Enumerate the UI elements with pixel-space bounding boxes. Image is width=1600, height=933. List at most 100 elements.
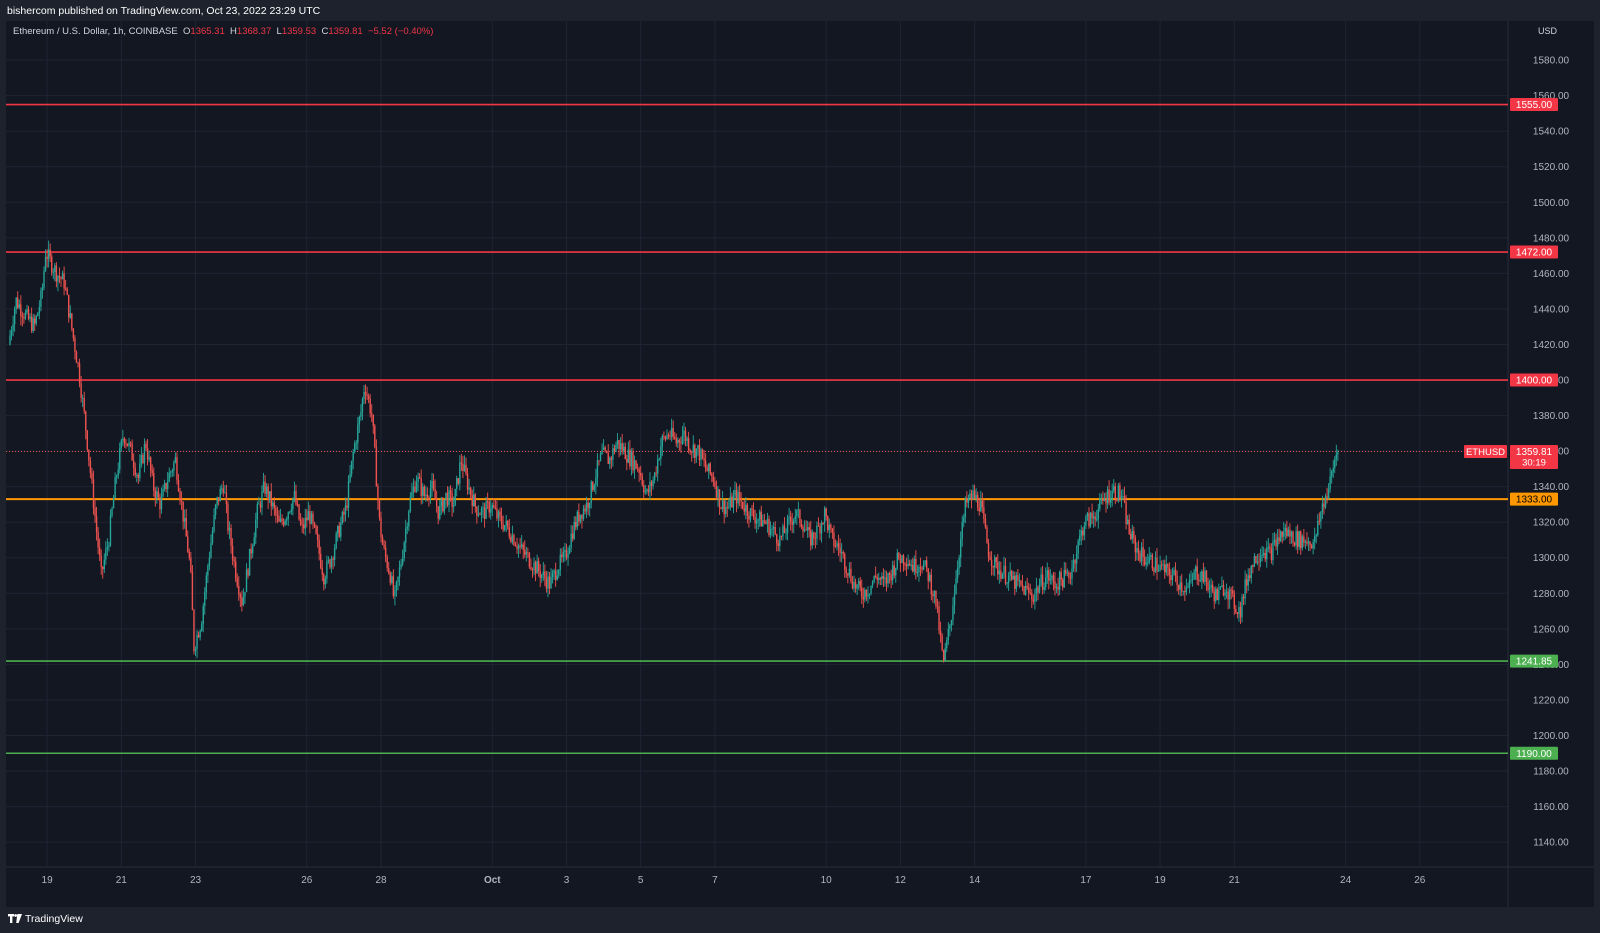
candle-body (420, 478, 422, 496)
candle-body (1190, 579, 1192, 581)
candle-body (1272, 541, 1274, 560)
candle-body (896, 552, 899, 568)
candle-body (683, 430, 685, 436)
candle-body (343, 512, 345, 515)
candle-body (1196, 566, 1198, 580)
candle-body (180, 500, 183, 502)
symbol-legend[interactable]: Ethereum / U.S. Dollar, 1h, COINBASE O13… (13, 26, 433, 37)
candle-body (989, 556, 991, 560)
candle-body (361, 398, 364, 412)
candle-body (1147, 562, 1149, 564)
candle-body (1037, 587, 1039, 593)
candle-body (845, 569, 847, 574)
candle-body (1290, 531, 1293, 537)
candles (9, 240, 1339, 663)
x-tick-label: 21 (116, 875, 128, 886)
candle-body (1179, 582, 1181, 590)
candle-body (71, 313, 73, 329)
chart-canvas[interactable]: 1140.001160.001180.001200.001220.001240.… (6, 21, 1594, 907)
candle-body (556, 575, 558, 580)
candle-body (91, 472, 93, 480)
candle-body (643, 484, 645, 493)
candle-body (610, 457, 613, 460)
candle-body (588, 502, 591, 508)
open-value: 1365.31 (190, 26, 225, 37)
candle-body (1275, 539, 1277, 547)
candle-body (1281, 531, 1283, 537)
candle-body (1117, 485, 1120, 501)
candle-body (191, 571, 194, 611)
candle-body (961, 522, 963, 540)
candle-body (251, 546, 254, 554)
candle-body (190, 557, 192, 572)
candle-body (740, 499, 742, 502)
candle-body (887, 572, 889, 584)
candle-body (213, 515, 215, 532)
candle-body (544, 571, 546, 579)
level-price-tag (1510, 98, 1558, 112)
candle-body (1046, 570, 1048, 578)
candle-body (1088, 513, 1090, 527)
candle-body (129, 442, 132, 444)
candle-body (422, 486, 424, 496)
candle-body (1222, 585, 1225, 596)
chart-area[interactable]: 1140.001160.001180.001200.001220.001240.… (6, 21, 1594, 907)
candle-body (706, 468, 708, 472)
candle-body (123, 438, 126, 443)
candle-body (800, 523, 803, 528)
candle-body (1113, 486, 1115, 491)
candle-body (431, 481, 433, 489)
brand-name: TradingView (25, 913, 83, 925)
candle-body (287, 512, 289, 520)
candle-body (307, 511, 310, 521)
candle-body (788, 516, 790, 518)
candle-body (691, 451, 693, 453)
candle-body (776, 534, 778, 544)
candle-body (771, 528, 773, 530)
candle-body (476, 506, 478, 516)
candle-body (1227, 591, 1229, 600)
candle-body (1082, 530, 1084, 536)
candle-body (534, 562, 537, 574)
candle-body (386, 556, 388, 569)
candle-body (137, 474, 140, 478)
candle-body (1105, 499, 1107, 504)
candle-body (997, 561, 999, 575)
candle-body (13, 309, 16, 325)
candle-body (1228, 589, 1231, 600)
time-scale[interactable]: 19 21 23 26 28 Oct 3 5 7 10 12 14 17 19 21 24 26 (42, 875, 1426, 886)
candle-body (400, 564, 402, 568)
candle-body (1091, 512, 1093, 519)
candle-body (1102, 498, 1104, 501)
candle-body (975, 494, 977, 499)
candle-body (516, 546, 518, 549)
candle-body (54, 265, 56, 272)
candle-body (871, 582, 874, 586)
candle-body (313, 522, 316, 526)
candle-body (525, 552, 528, 555)
candle-body (949, 625, 951, 629)
candle-body (1026, 585, 1028, 588)
candle-body (1077, 540, 1079, 554)
horizontal-levels[interactable] (6, 103, 1508, 755)
candle-body (632, 451, 634, 471)
close-prefix: C (321, 26, 329, 37)
candle-body (1108, 489, 1110, 503)
candle-body (405, 528, 407, 543)
candle-body (650, 481, 653, 487)
candle-body (125, 442, 127, 444)
candle-body (389, 573, 391, 583)
candle-body (956, 567, 959, 579)
candle-body (369, 398, 371, 414)
candle-body (26, 309, 28, 313)
candle-body (738, 491, 741, 500)
currency-label[interactable]: USD (1538, 26, 1558, 36)
candle-body (1208, 587, 1211, 590)
candle-body (607, 453, 609, 465)
candle-body (29, 316, 31, 319)
candle-body (346, 505, 348, 509)
candle-body (270, 491, 272, 507)
candle-body (726, 507, 728, 508)
candle-body (624, 446, 626, 460)
candle-body (1171, 574, 1174, 581)
